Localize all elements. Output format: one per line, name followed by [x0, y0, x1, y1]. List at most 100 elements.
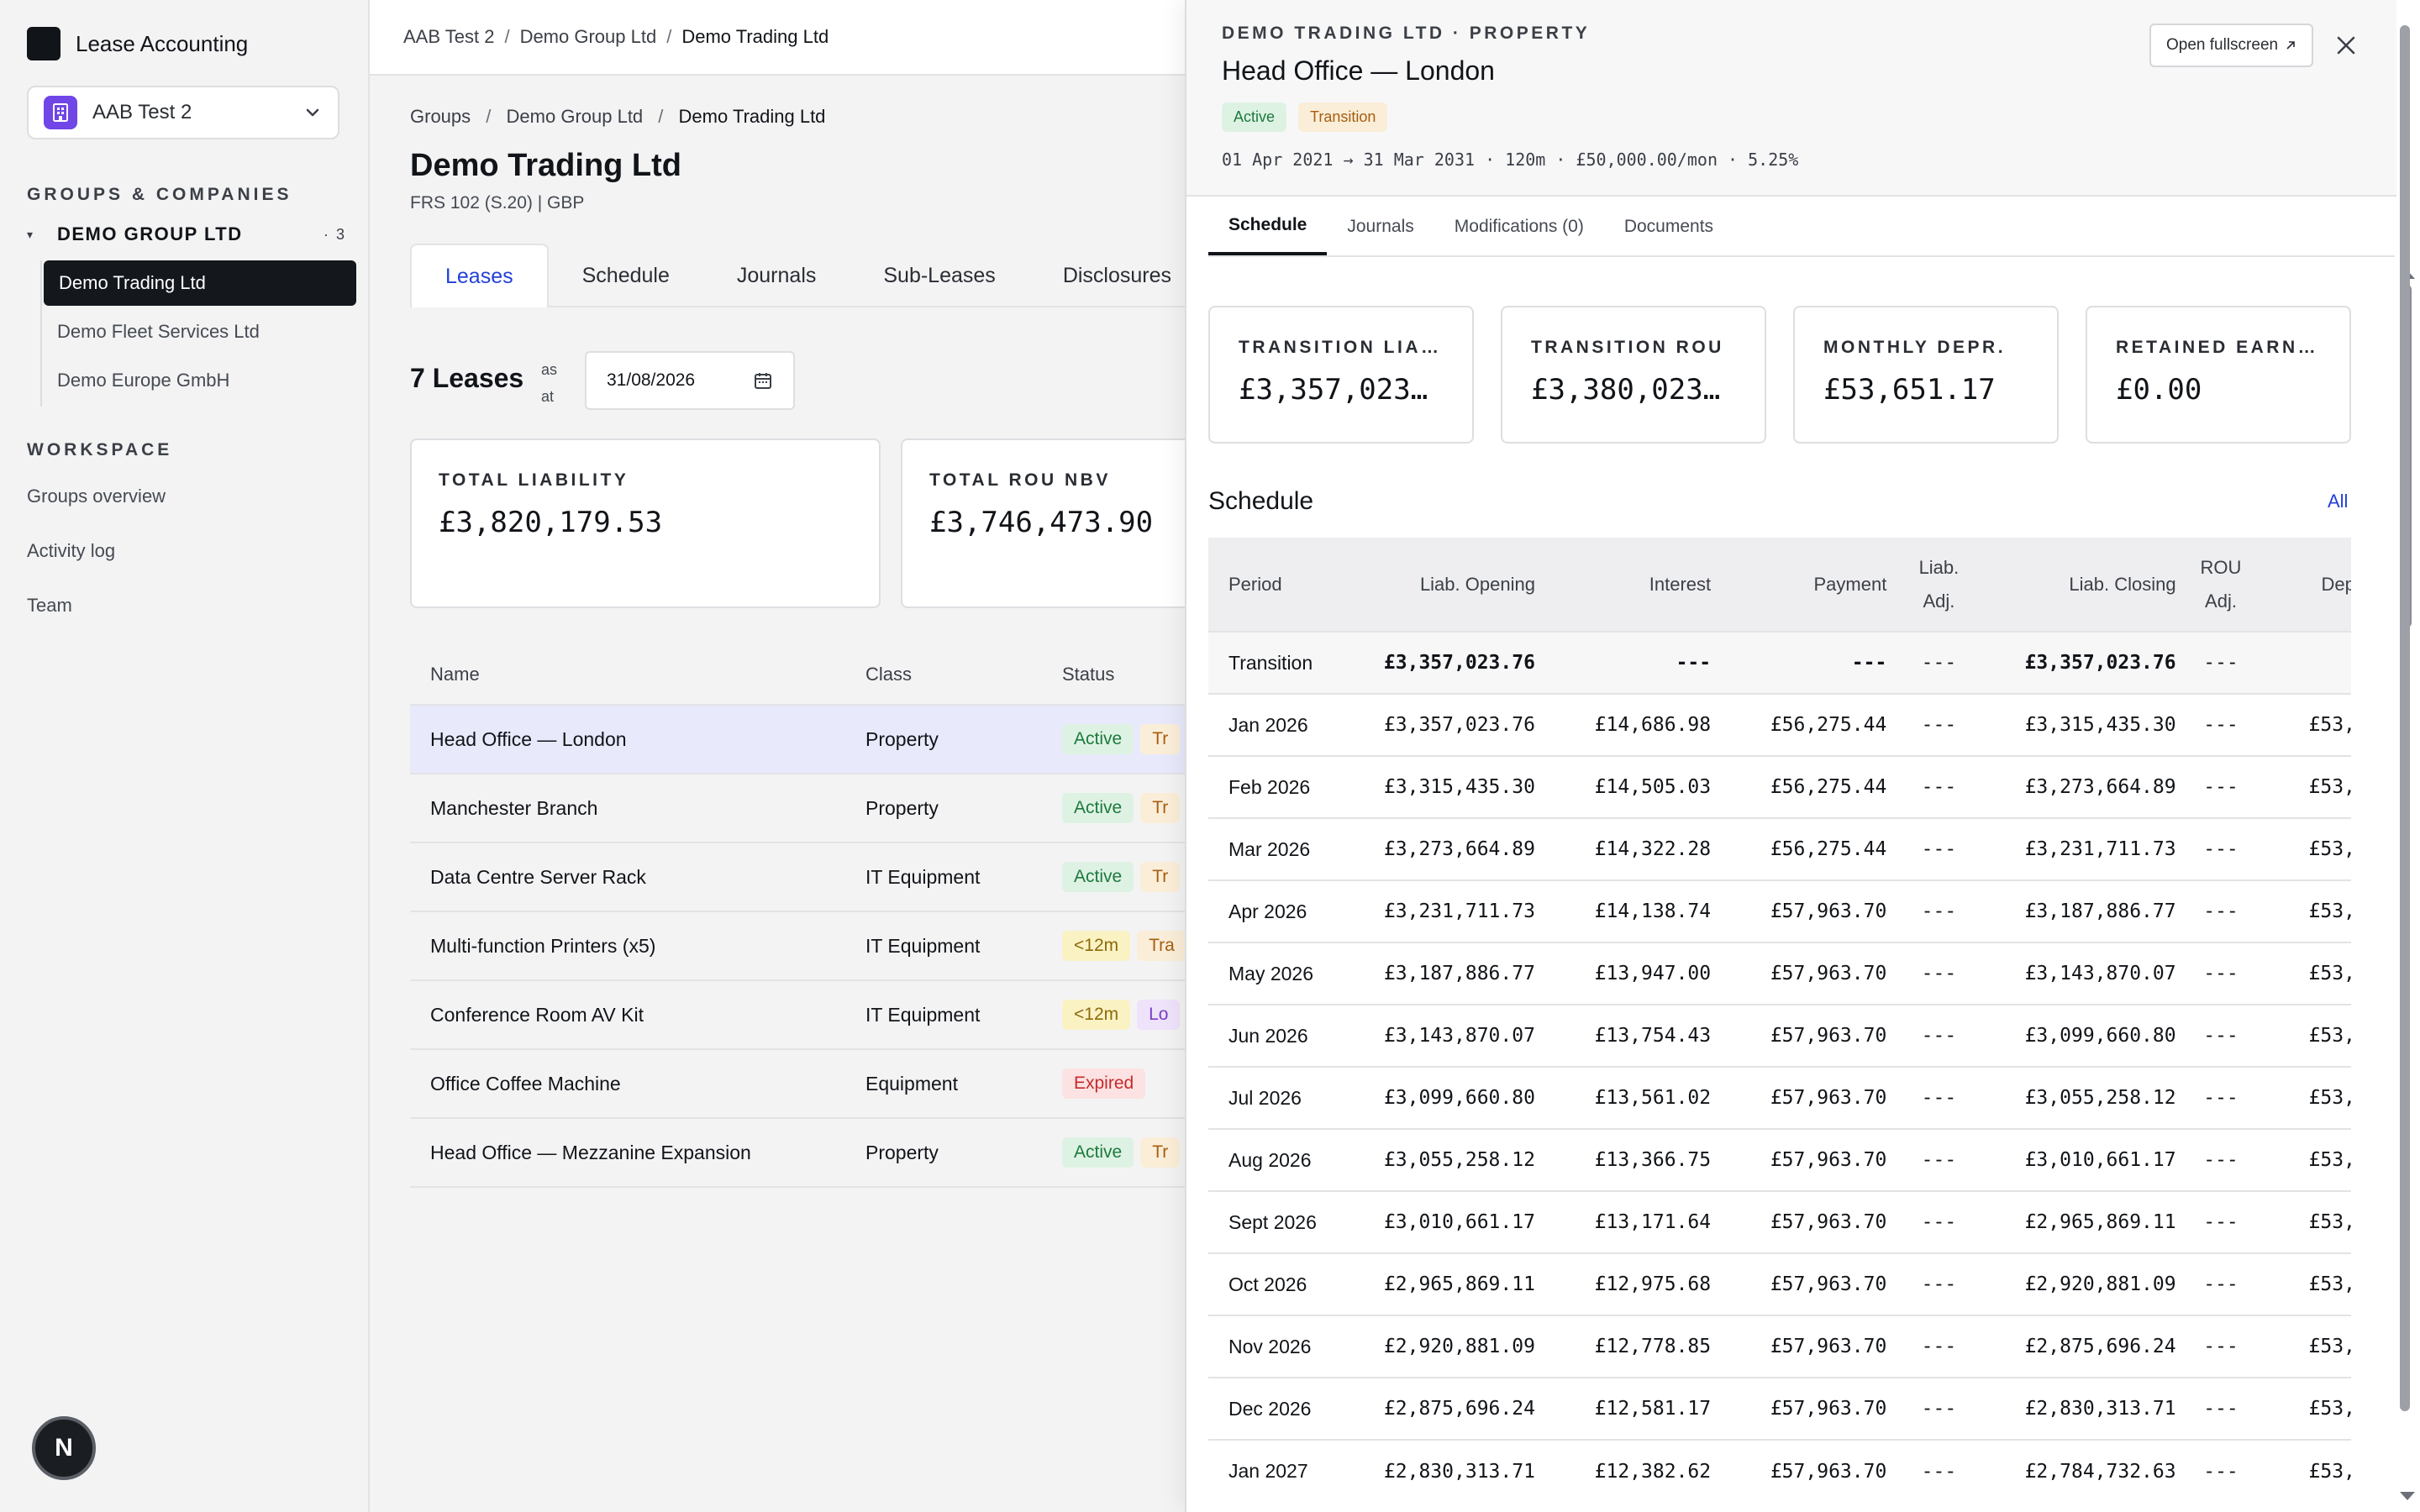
cell-rou-adj: --- [2186, 817, 2256, 880]
tab-disclosures[interactable]: Disclosures [1062, 263, 1172, 287]
group-item-demo-group[interactable]: ▾ DEMO GROUP LTD · 3 [27, 223, 346, 245]
company-item-demo-europe[interactable]: Demo Europe GmbH [57, 370, 230, 391]
group-company-count: · 3 [323, 225, 346, 243]
open-fullscreen-button[interactable]: Open fullscreen [2149, 24, 2314, 67]
tab-documents[interactable]: Documents [1623, 217, 1714, 236]
lease-status: Active Tr [1062, 862, 1210, 892]
breadcrumb-group[interactable]: Demo Group Ltd [519, 26, 657, 47]
retained-earnings-card: RETAINED EARNINGS £0.00 [2086, 306, 2351, 444]
company-item-demo-trading[interactable]: Demo Trading Ltd [44, 260, 356, 306]
cell-liab-opening: £3,273,664.89 [1344, 817, 1545, 880]
user-avatar[interactable]: N [32, 1416, 96, 1480]
tab-schedule[interactable]: Schedule [581, 263, 670, 287]
cell-liab-closing: £2,875,696.24 [1981, 1315, 2186, 1378]
cell-liab-opening: £2,920,881.09 [1344, 1315, 1545, 1378]
cell-depreciation: £53,651.17 [2255, 1252, 2351, 1315]
schedule-header-row: Period Liab. Opening Interest Payment Li… [1208, 538, 2351, 632]
nav-team[interactable]: Team [27, 595, 72, 616]
cell-payment: --- [1721, 631, 1897, 694]
cell-liab-opening: £3,143,870.07 [1344, 1004, 1545, 1067]
status-badge: Transition [1298, 102, 1388, 132]
cell-depreciation: --- [2255, 631, 2351, 694]
cell-liab-closing: £3,273,664.89 [1981, 755, 2186, 818]
cell-liab-closing: £3,010,661.17 [1981, 1128, 2186, 1191]
page-breadcrumb: Groups / Demo Group Ltd / Demo Trading L… [410, 106, 825, 128]
lease-name: Head Office — London [430, 727, 627, 750]
cell-rou-adj: --- [2186, 942, 2256, 1005]
table-row[interactable]: Manchester Branch Property Active Tr [410, 773, 1210, 842]
top-breadcrumb: AAB Test 2 / Demo Group Ltd / Demo Tradi… [370, 0, 1210, 76]
app-name: Lease Accounting [76, 30, 249, 56]
status-badge: Active [1062, 724, 1134, 754]
table-row[interactable]: Data Centre Server Rack IT Equipment Act… [410, 842, 1210, 911]
as-at-date-input[interactable]: 31/08/2026 [585, 351, 795, 410]
as-at-label-line2: at [541, 388, 555, 405]
cell-interest: £12,581.17 [1544, 1377, 1722, 1440]
cell-payment: £57,963.70 [1721, 1315, 1897, 1378]
chevron-down-icon [306, 108, 319, 117]
tab-journals[interactable]: Journals [736, 263, 817, 287]
table-row[interactable]: Multi-function Printers (x5) IT Equipmen… [410, 911, 1210, 979]
cell-depreciation: £53,651.17 [2255, 1377, 2351, 1440]
cell-liab-adj: --- [1897, 1315, 1981, 1378]
page-scrollbar-thumb[interactable] [2400, 25, 2410, 1411]
cell-liab-opening: £3,357,023.76 [1344, 631, 1545, 694]
drawer-header: DEMO TRADING LTD · PROPERTY Head Office … [1186, 0, 2396, 197]
cell-rou-adj: --- [2186, 1004, 2256, 1067]
cell-liab-adj: --- [1897, 1190, 1981, 1253]
cell-depreciation: £53,651.17 [2255, 1439, 2351, 1502]
lease-name: Manchester Branch [430, 796, 598, 819]
breadcrumb-groups[interactable]: Groups [410, 106, 471, 127]
nav-groups-overview[interactable]: Groups overview [27, 486, 166, 507]
tab-sub-leases[interactable]: Sub-Leases [883, 263, 996, 287]
schedule-row: Jun 2026 £3,143,870.07 £13,754.43 £57,963.7… [1208, 1004, 2351, 1067]
calendar-icon[interactable] [753, 370, 773, 391]
cell-liab-opening: £3,315,435.30 [1344, 755, 1545, 818]
cell-depreciation: £53,651.17 [2255, 879, 2351, 942]
table-row[interactable]: Head Office — London Property Active Tr [410, 704, 1210, 773]
cell-payment: £57,963.70 [1721, 1066, 1897, 1129]
cell-rou-adj: --- [2186, 1315, 2256, 1378]
tab-journals[interactable]: Journals [1347, 217, 1414, 236]
workspace-selector[interactable]: AAB Test 2 [27, 86, 339, 139]
tab-schedule[interactable]: Schedule [1208, 198, 1328, 255]
tab-modifications[interactable]: Modifications (0) [1454, 217, 1584, 236]
cell-liab-closing: £3,143,870.07 [1981, 942, 2186, 1005]
app-logo [27, 27, 60, 60]
company-item-demo-fleet[interactable]: Demo Fleet Services Ltd [57, 321, 260, 342]
breadcrumb-group[interactable]: Demo Group Ltd [506, 106, 644, 127]
cell-depreciation: £53,651.17 [2255, 755, 2351, 818]
transition-row: Transition £3,357,023.76 --- --- --- £3,357,0… [1208, 631, 2351, 694]
cell-liab-opening: £3,055,258.12 [1344, 1128, 1545, 1191]
as-at-date-value: 31/08/2026 [607, 370, 696, 390]
lease-status: Expired [1062, 1068, 1210, 1099]
cell-rou-adj: --- [2186, 1066, 2256, 1129]
table-row[interactable]: Conference Room AV Kit IT Equipment <12m… [410, 979, 1210, 1048]
brand: Lease Accounting [27, 27, 248, 60]
column-class[interactable]: Class [865, 664, 913, 685]
tab-leases[interactable]: Leases [410, 244, 549, 307]
column-status[interactable]: Status [1062, 664, 1115, 685]
card-value: £3,820,179.53 [439, 506, 663, 539]
nav-activity-log[interactable]: Activity log [27, 540, 116, 561]
cell-liab-closing: £3,099,660.80 [1981, 1004, 2186, 1067]
close-icon [2337, 36, 2355, 55]
breadcrumb-workspace[interactable]: AAB Test 2 [403, 26, 495, 47]
table-row[interactable]: Office Coffee Machine Equipment Expired [410, 1048, 1210, 1117]
breadcrumb-separator: / [504, 26, 510, 47]
column-name[interactable]: Name [430, 664, 480, 685]
cell-liab-adj: --- [1897, 1439, 1981, 1502]
close-button[interactable] [2329, 29, 2363, 62]
schedule-all-link[interactable]: All [2328, 491, 2349, 512]
lease-terms: 01 Apr 2021 → 31 Mar 2031 · 120m · £50,0… [1222, 150, 1799, 170]
as-at-label-line1: as [541, 361, 558, 378]
cell-liab-opening: £2,875,696.24 [1344, 1377, 1545, 1440]
status-badge: Active [1062, 862, 1134, 892]
table-row[interactable]: Head Office — Mezzanine Expansion Proper… [410, 1117, 1210, 1186]
cell-liab-opening: £3,231,711.73 [1344, 879, 1545, 942]
schedule-row: Oct 2026 £2,965,869.11 £12,975.68 £57,963.7… [1208, 1252, 2351, 1315]
lease-status: Active Tr [1062, 793, 1210, 823]
scroll-down-arrow[interactable] [2400, 1492, 2415, 1500]
cell-depreciation: £53,651.17 [2255, 1066, 2351, 1129]
status-badge: Tr [1140, 793, 1181, 823]
